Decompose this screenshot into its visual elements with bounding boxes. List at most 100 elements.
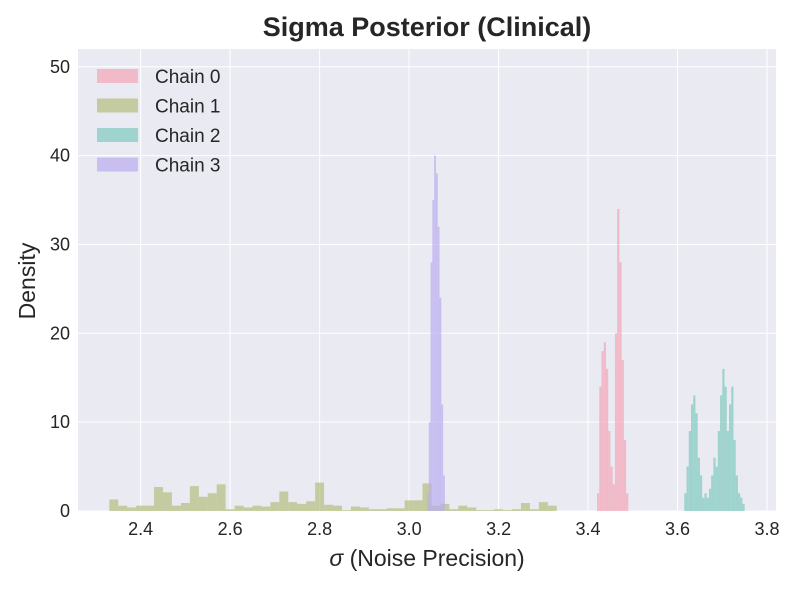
histogram-bar [742, 503, 745, 511]
legend-entry: Chain 2 [97, 126, 221, 147]
histogram-bar [605, 368, 609, 511]
histogram-bar [608, 431, 611, 511]
histogram-bar [180, 503, 190, 511]
y-tick-label: 30 [50, 234, 70, 254]
histogram-bar [333, 505, 342, 511]
x-tick-label: 3.8 [755, 519, 780, 539]
legend-entry: Chain 3 [97, 156, 221, 177]
series-2-bars [684, 368, 745, 511]
histogram-bar [118, 505, 128, 511]
histogram-bar [427, 493, 429, 511]
y-tick-label: 20 [50, 323, 70, 343]
bars-layer [109, 155, 745, 512]
histogram-bar [610, 466, 613, 511]
histogram-bar [434, 155, 436, 511]
histogram-bar [529, 509, 539, 511]
histogram-bar [740, 497, 743, 511]
histogram-bar [207, 493, 217, 511]
histogram-bar [288, 502, 298, 511]
histogram-bar [547, 505, 557, 511]
histogram-bar [597, 493, 600, 511]
histogram-bar [109, 499, 119, 511]
legend-swatch [97, 69, 138, 83]
histogram-bar [617, 208, 620, 511]
histogram-bar [688, 431, 691, 511]
histogram-bar [458, 505, 468, 511]
histogram-bar [599, 386, 602, 511]
histogram-bar [435, 173, 438, 511]
legend-entry: Chain 0 [97, 67, 221, 88]
y-tick-label: 50 [50, 57, 70, 77]
histogram-bar [386, 508, 396, 511]
histogram-bar [395, 508, 405, 511]
histogram-bar [377, 509, 387, 511]
grid [78, 49, 776, 512]
legend-swatch [97, 128, 138, 142]
histogram-bar [243, 507, 253, 511]
x-axis-symbol: σ [329, 545, 344, 571]
histogram-bar [449, 509, 459, 511]
histogram-bar [476, 510, 486, 511]
x-tick-label: 2.6 [218, 519, 243, 539]
histogram-bar [432, 200, 435, 512]
x-axis-label: σ (Noise Precision) [329, 545, 524, 571]
histogram-bar [686, 466, 689, 511]
x-tick-label: 3.0 [397, 519, 422, 539]
histogram-bar [441, 404, 444, 511]
legend-label: Chain 2 [155, 126, 221, 147]
histogram-bar [512, 509, 521, 511]
histogram-bar [439, 297, 442, 511]
histogram-bar [601, 351, 604, 511]
histogram-bar [722, 368, 725, 511]
histogram-bar [538, 502, 548, 511]
histogram-bar [430, 262, 433, 511]
x-axis-text: (Noise Precision) [343, 545, 525, 571]
histogram-bar [404, 500, 414, 511]
series-3-bars [427, 155, 445, 512]
plot-area [78, 49, 776, 511]
legend-label: Chain 3 [155, 156, 221, 177]
histogram-bar [270, 502, 280, 511]
histogram-bar [733, 439, 736, 511]
legend-entry: Chain 1 [97, 97, 221, 118]
histogram-bar [279, 491, 289, 511]
histogram-bar [704, 493, 707, 511]
histogram-bar [368, 509, 378, 511]
histogram-bar [715, 466, 718, 511]
histogram-bar [713, 457, 716, 511]
histogram-bar [127, 507, 137, 511]
histogram-bar [315, 482, 325, 511]
histogram-bar [623, 439, 627, 511]
histogram-bar [261, 506, 271, 511]
histogram-bar [731, 386, 734, 511]
legend: Chain 0 Chain 1 Chain 2 Chain 3 [97, 67, 221, 177]
histogram-bar [699, 475, 703, 511]
histogram-bar [603, 342, 606, 511]
histogram-bar [737, 493, 741, 511]
histogram-bar [154, 487, 164, 511]
y-axis-label: Density [14, 242, 40, 319]
histogram-bar [626, 493, 629, 511]
histogram-bar [467, 507, 477, 511]
legend-swatch [97, 157, 138, 172]
histogram-bar [163, 492, 172, 511]
histogram-bar [697, 457, 700, 511]
histogram-bar [621, 359, 624, 511]
histogram-bar [706, 497, 709, 511]
histogram-bar [297, 503, 307, 511]
histogram-bar [428, 422, 431, 511]
x-tick-label: 3.2 [486, 519, 511, 539]
histogram-bar [690, 404, 694, 511]
x-tick-label: 3.4 [576, 519, 601, 539]
histogram-bar [708, 488, 712, 511]
histogram-bar [726, 431, 730, 511]
histogram-bar [711, 475, 714, 511]
legend-label: Chain 1 [155, 97, 221, 118]
series-0-bars [597, 208, 629, 511]
histogram-bar [735, 475, 738, 511]
legend-swatch [97, 98, 138, 113]
histogram-bar [443, 475, 445, 511]
histogram-bar [413, 500, 423, 511]
histogram-bar [306, 501, 316, 511]
